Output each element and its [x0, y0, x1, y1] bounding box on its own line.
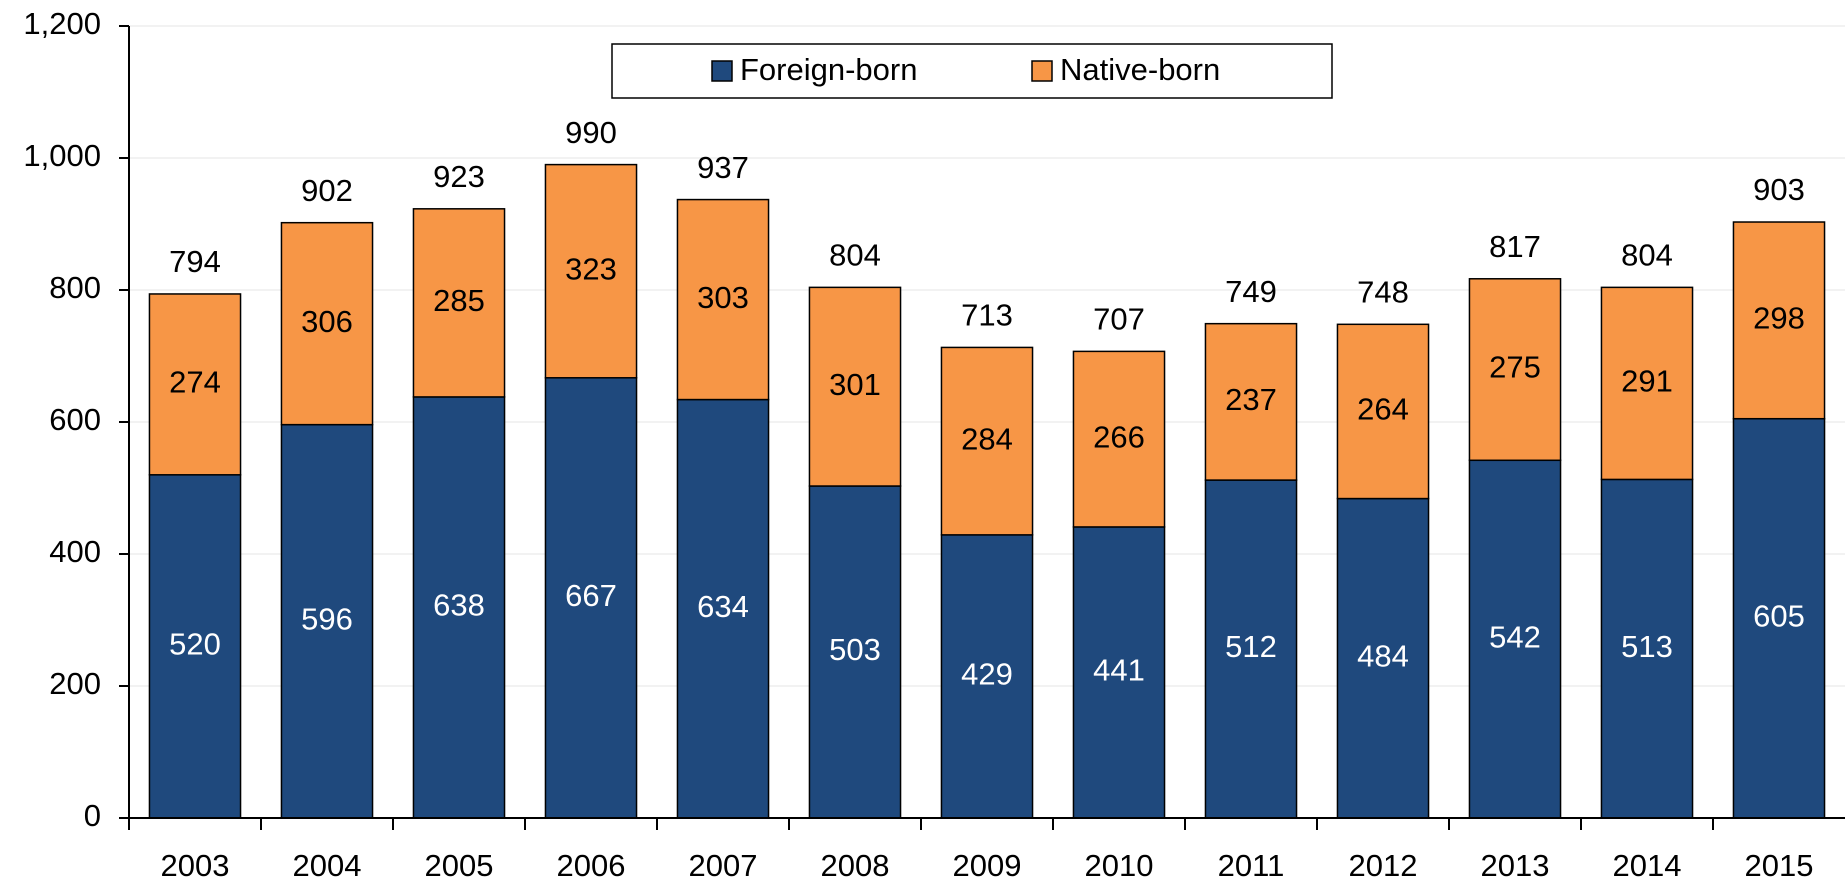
x-tick-label: 2006 [557, 848, 626, 881]
total-label: 707 [1093, 302, 1145, 337]
x-tick-label: 2005 [425, 848, 494, 881]
total-label: 903 [1753, 172, 1805, 207]
bar-segment [1468, 278, 1562, 462]
x-tick-label: 2011 [1218, 848, 1285, 881]
x-tick-label: 2008 [821, 848, 890, 881]
value-label: 634 [697, 589, 749, 624]
value-label: 605 [1753, 599, 1805, 634]
y-tick-label: 200 [49, 666, 101, 701]
total-label: 713 [961, 298, 1013, 333]
bar-segment [940, 346, 1034, 536]
bar-segment [148, 474, 242, 819]
bar-segment [1600, 286, 1694, 481]
bar-segment [1072, 350, 1166, 528]
bar-segment [280, 423, 374, 819]
x-tick-label: 2012 [1349, 848, 1418, 881]
value-label: 285 [433, 283, 485, 318]
bar-segment [544, 377, 638, 819]
total-label: 937 [697, 150, 749, 185]
total-label: 902 [301, 173, 353, 208]
y-tick-label: 400 [49, 534, 101, 569]
value-label: 596 [301, 602, 353, 637]
value-label: 301 [829, 367, 881, 402]
value-label: 512 [1225, 629, 1277, 664]
bar-segment [280, 221, 374, 426]
total-label: 817 [1489, 229, 1541, 264]
value-label: 275 [1489, 350, 1541, 385]
total-label: 748 [1357, 275, 1409, 310]
y-tick-label: 800 [49, 270, 101, 305]
x-tick-label: 2009 [953, 848, 1022, 881]
total-label: 794 [169, 244, 221, 279]
legend-swatch [1031, 60, 1053, 82]
bar-segment [808, 286, 902, 487]
y-tick-label: 1,000 [23, 138, 101, 173]
bar-segment [1072, 526, 1166, 819]
value-label: 323 [565, 251, 617, 286]
x-tick-label: 2014 [1613, 848, 1682, 881]
x-tick-label: 2003 [161, 848, 230, 881]
bar-segment [1336, 497, 1430, 819]
x-tick-label: 2004 [293, 848, 362, 881]
value-label: 513 [1621, 629, 1673, 664]
total-label: 923 [433, 159, 485, 194]
x-tick-label: 2015 [1745, 848, 1814, 881]
total-label: 749 [1225, 274, 1277, 309]
value-label: 520 [169, 627, 221, 662]
bar-segment [544, 163, 638, 379]
legend-swatch [711, 60, 733, 82]
x-tick-label: 2007 [689, 848, 758, 881]
value-label: 303 [697, 280, 749, 315]
legend-label: Native-born [1060, 52, 1220, 87]
bar-segment [1204, 322, 1298, 481]
value-label: 298 [1753, 301, 1805, 336]
value-label: 542 [1489, 619, 1541, 654]
bar-segment [676, 198, 770, 401]
bar-segment [1336, 323, 1430, 500]
bar-segment [676, 398, 770, 819]
total-label: 990 [565, 115, 617, 150]
value-label: 266 [1093, 419, 1145, 454]
bar-segment [1468, 459, 1562, 819]
bar-segment [940, 534, 1034, 819]
total-label: 804 [1621, 238, 1673, 273]
bar-segment [412, 208, 506, 398]
y-tick-label: 600 [49, 402, 101, 437]
y-tick-label: 0 [84, 798, 101, 833]
bar-segment [1732, 417, 1826, 819]
bar-segment [1732, 221, 1826, 420]
x-tick-label: 2013 [1481, 848, 1550, 881]
value-label: 441 [1093, 653, 1145, 688]
y-tick-label: 1,200 [23, 6, 101, 41]
value-label: 429 [961, 657, 1013, 692]
bar-segment [1204, 479, 1298, 819]
value-label: 638 [433, 588, 485, 623]
value-label: 274 [169, 365, 221, 400]
bar-segment [148, 293, 242, 476]
x-tick-label: 2010 [1085, 848, 1154, 881]
value-label: 306 [301, 304, 353, 339]
total-label: 804 [829, 238, 881, 273]
value-label: 503 [829, 632, 881, 667]
value-label: 237 [1225, 382, 1277, 417]
bar-segment [808, 485, 902, 819]
value-label: 264 [1357, 392, 1409, 427]
value-label: 667 [565, 578, 617, 613]
value-label: 484 [1357, 638, 1409, 673]
value-label: 284 [961, 421, 1013, 456]
legend-label: Foreign-born [740, 52, 917, 87]
value-label: 291 [1621, 364, 1673, 399]
